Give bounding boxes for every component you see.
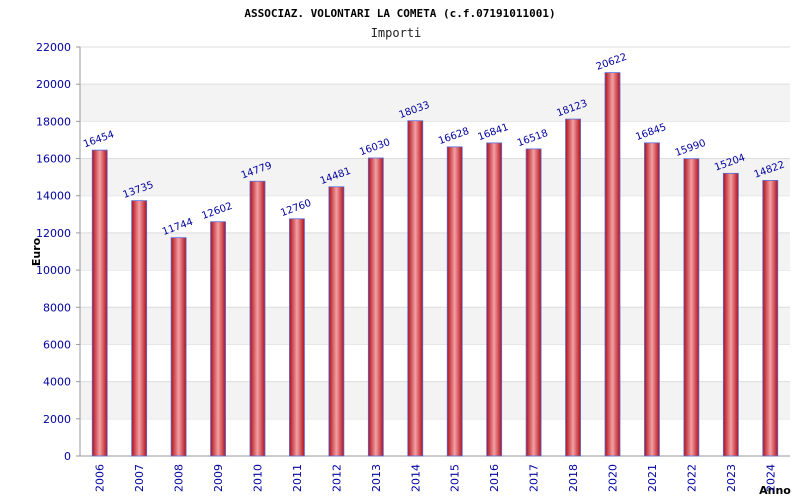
grid-band [80,307,790,345]
x-tick-label: 2018 [567,464,580,492]
bar [249,180,266,457]
x-tick-label: 2024 [764,464,777,492]
bar [644,142,660,457]
bar [210,221,226,457]
bar [367,157,384,457]
data-label: 16454 [82,129,116,150]
x-tick-label: 2008 [173,464,186,492]
x-tick-label: 2016 [488,464,501,492]
grid-band [80,158,790,196]
bar [486,142,503,457]
grid-band [80,381,790,419]
y-tick-label: 18000 [36,115,71,128]
x-tick-label: 2006 [94,464,107,492]
data-label: 16030 [358,137,392,158]
bar [131,200,148,457]
data-label: 15990 [674,138,708,159]
x-tick-label: 2015 [449,464,462,492]
x-tick-label: 2007 [133,464,146,492]
x-tick-label: 2022 [685,464,698,492]
bar [722,172,739,457]
x-axis-ticks: 2006 2007 2008 2009 2010 2011 2012 2013 2014 2015… [94,464,778,492]
data-label: 16841 [476,122,510,143]
x-axis-label: Anno [759,484,791,497]
y-tick-label: 2000 [43,413,71,426]
x-tick-label: 2017 [528,464,541,492]
y-tick-label: 6000 [43,338,71,351]
data-label: 20622 [595,52,629,73]
bar [683,158,700,457]
y-tick-label: 12000 [36,227,71,240]
data-label: 12760 [279,198,313,219]
chart-subtitle: Importi [371,26,422,40]
y-tick-label: 20000 [36,78,71,91]
y-tick-label: 0 [64,450,71,463]
x-tick-label: 2012 [330,464,343,492]
grid-band [80,232,790,271]
x-tick-label: 2011 [291,464,304,492]
bar [170,237,187,457]
y-axis-ticks: 0 2000 4000 6000 8000 10000 12000 14000 16000 180… [36,41,80,463]
x-tick-label: 2009 [212,464,225,492]
bar [328,186,345,457]
bar [446,146,463,457]
bar [91,149,108,457]
y-axis-label: Euro [30,237,43,266]
x-tick-label: 2010 [252,464,265,492]
x-tick-label: 2023 [725,464,738,492]
bar [565,118,581,457]
bar [407,120,424,457]
y-tick-label: 14000 [36,190,71,203]
chart-title: ASSOCIAZ. VOLONTARI LA COMETA (c.f.07191… [244,7,555,20]
x-tick-label: 2020 [607,464,620,492]
data-label: 16628 [437,126,471,147]
data-label: 16518 [516,128,550,149]
bar [525,148,542,457]
grid-band [80,84,790,122]
bar [604,72,621,457]
y-tick-label: 10000 [36,264,71,277]
plot-frame [79,47,790,457]
data-label: 12602 [200,201,234,222]
bars [91,72,779,457]
x-tick-label: 2014 [409,464,422,492]
y-tick-label: 16000 [36,153,71,166]
x-tick-label: 2021 [646,464,659,492]
bar [762,180,779,457]
bar [289,218,305,457]
y-tick-label: 22000 [36,41,71,54]
y-tick-label: 8000 [43,301,71,314]
data-labels: 1645413735117441260214779127601448116030… [82,52,786,238]
grid-bands [80,46,790,420]
y-tick-label: 4000 [43,376,71,389]
x-tick-label: 2013 [370,464,383,492]
data-label: 16845 [634,122,668,143]
